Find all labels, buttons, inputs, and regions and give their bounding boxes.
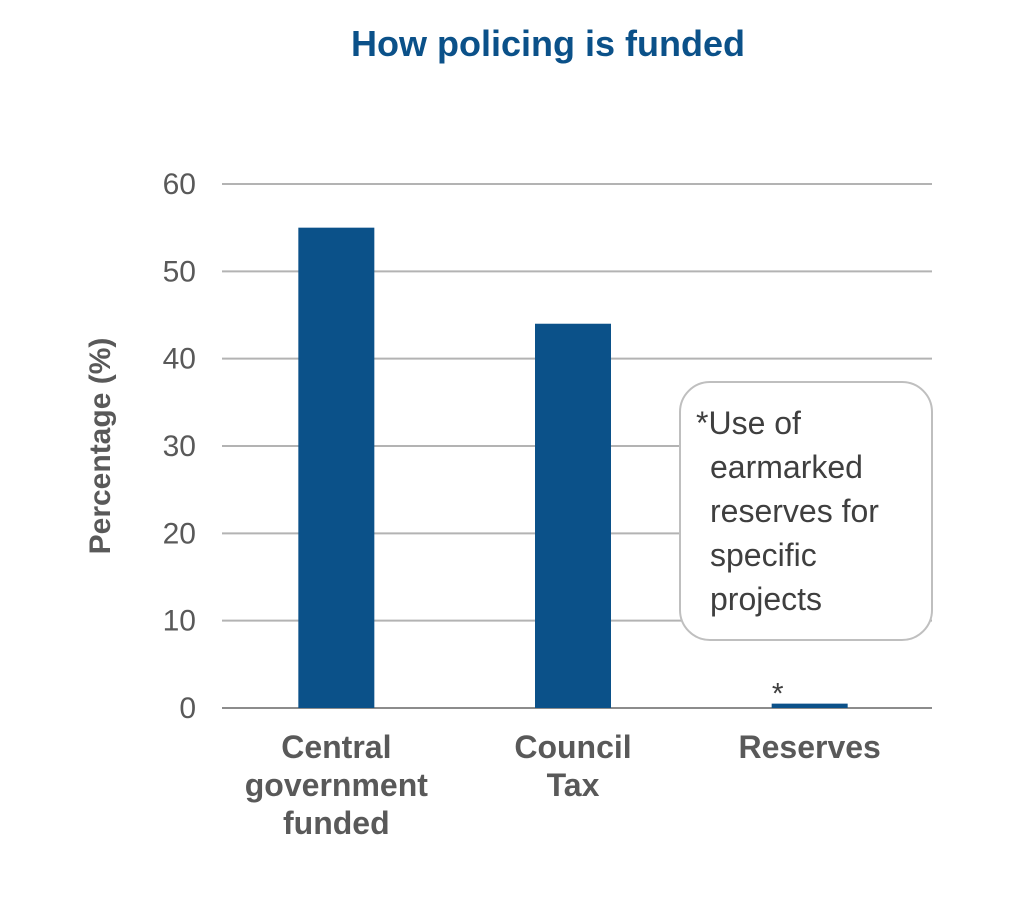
- x-tick-label: Council Tax: [514, 729, 631, 803]
- y-tick-label: 0: [179, 692, 196, 725]
- chart-title: How policing is funded: [351, 23, 745, 64]
- callout-note: *Use of earmarked reserves for specific proj…: [696, 405, 879, 617]
- bar: [298, 227, 375, 708]
- bars: [298, 227, 848, 708]
- y-axis-label: Percentage (%): [84, 338, 117, 555]
- x-tick-label: Reserves: [738, 729, 880, 765]
- y-tick-label: 60: [163, 168, 196, 201]
- reserves-asterisk: *: [772, 678, 784, 711]
- callout-box: [679, 381, 933, 641]
- category-labels: Central government funded Council Tax Reserve…: [245, 729, 881, 841]
- y-tick-label: 40: [163, 343, 196, 376]
- y-tick-label: 50: [163, 255, 196, 288]
- bar: [535, 323, 611, 708]
- y-tick-label: 20: [163, 517, 196, 550]
- y-tick-label: 30: [163, 430, 196, 463]
- y-tick-label: 10: [163, 605, 196, 638]
- bar: [771, 703, 848, 708]
- annotation-callout: *Use of earmarked reserves for specific proj…: [679, 381, 933, 641]
- y-tick-labels: 0 10 20 30 40 50 60: [163, 168, 196, 725]
- callout-text: *Use of earmarked reserves for specific proj…: [696, 405, 879, 617]
- x-tick-label: Central government funded: [245, 729, 428, 841]
